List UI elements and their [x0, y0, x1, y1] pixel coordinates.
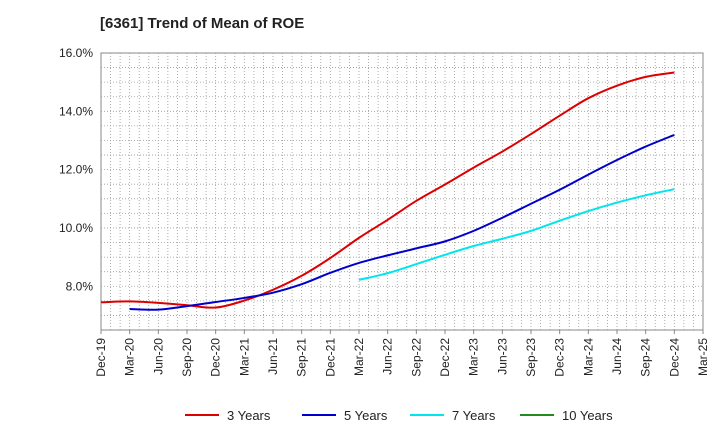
x-tick-label: Dec-24 [667, 338, 681, 377]
y-tick-label: 16.0% [59, 46, 93, 60]
x-tick-label: Mar-21 [237, 338, 251, 376]
series-line-3-years [100, 71, 675, 309]
legend-label-10-years: 10 Years [562, 408, 613, 423]
plot-frame [100, 52, 704, 331]
x-tick-label: Dec-21 [323, 338, 337, 377]
x-tick-label: Sep-21 [295, 338, 309, 377]
axes: 8.0% 10.0% 12.0% 14.0% 16.0% Dec-19 Mar-20 Jun-… [59, 46, 710, 377]
y-tick-label: 12.0% [59, 163, 93, 177]
y-tick-label: 8.0% [66, 279, 94, 293]
series-line-7-years [358, 188, 675, 281]
legend-label-7-years: 7 Years [452, 408, 496, 423]
legend-label-3-years: 3 Years [227, 408, 271, 423]
x-tick-label: Dec-20 [209, 338, 223, 377]
series-lines [100, 71, 675, 311]
legend-label-5-years: 5 Years [344, 408, 388, 423]
chart-title: [6361] Trend of Mean of ROE [100, 15, 304, 32]
x-tick-label: Jun-22 [381, 338, 395, 375]
series-line-5-years [129, 134, 675, 311]
x-tick-label: Sep-23 [524, 338, 538, 377]
x-tick-label: Mar-24 [581, 338, 595, 376]
x-tick-label: Sep-22 [409, 338, 423, 377]
x-tick-label: Mar-20 [123, 338, 137, 376]
x-tick-label: Sep-24 [639, 338, 653, 377]
y-tick-label: 14.0% [59, 104, 93, 118]
x-tick-label: Dec-19 [94, 338, 108, 377]
x-tick-label: Dec-22 [438, 338, 452, 377]
x-tick-label: Mar-25 [696, 338, 710, 376]
x-tick-label: Dec-23 [553, 338, 567, 377]
grid [100, 52, 704, 331]
y-tick-label: 10.0% [59, 221, 93, 235]
x-tick-label: Mar-23 [467, 338, 481, 376]
x-tick-label: Mar-22 [352, 338, 366, 376]
x-tick-label: Jun-24 [610, 338, 624, 375]
x-tick-label: Jun-23 [495, 338, 509, 375]
x-tick-label: Jun-21 [266, 338, 280, 375]
x-tick-label: Sep-20 [180, 338, 194, 377]
legend: 3 Years 5 Years 7 Years 10 Years [185, 408, 613, 423]
x-tick-label: Jun-20 [151, 338, 165, 375]
